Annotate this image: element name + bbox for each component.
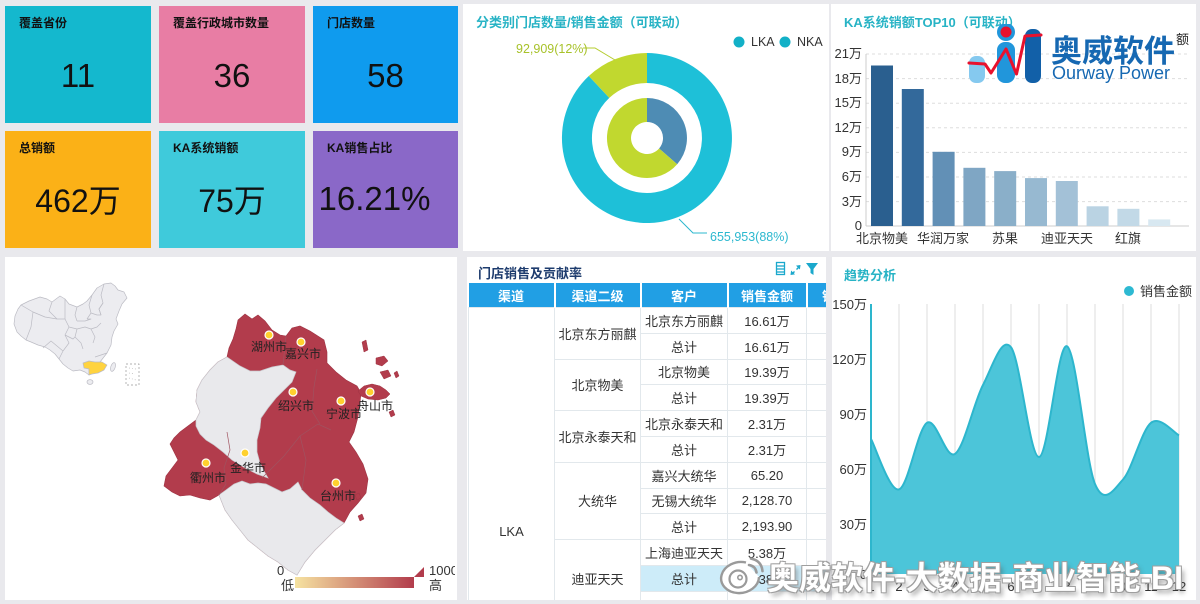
- svg-text:6万: 6万: [842, 169, 862, 184]
- svg-text:Ourway Power: Ourway Power: [1052, 63, 1170, 83]
- svg-text:苏果: 苏果: [992, 231, 1018, 246]
- svg-text:60万: 60万: [840, 462, 867, 477]
- svg-text:宁波市: 宁波市: [326, 406, 362, 421]
- svg-text:低: 低: [281, 578, 294, 593]
- svg-text:额: 额: [1176, 32, 1189, 47]
- svg-text:NKA: NKA: [797, 35, 823, 49]
- svg-text:0: 0: [860, 567, 867, 582]
- svg-text:3: 3: [923, 579, 930, 594]
- svg-text:金华市: 金华市: [230, 460, 266, 475]
- svg-text:150万: 150万: [832, 297, 867, 312]
- svg-text:衢州市: 衢州市: [190, 470, 226, 485]
- svg-text:8: 8: [1063, 579, 1070, 594]
- svg-text:湖州市: 湖州市: [251, 339, 287, 354]
- svg-text:10: 10: [1116, 579, 1130, 594]
- svg-text:高: 高: [429, 578, 442, 593]
- svg-text:6: 6: [1007, 579, 1014, 594]
- svg-text:奥威软件: 奥威软件: [1051, 34, 1175, 69]
- svg-text:舟山市: 舟山市: [357, 398, 393, 413]
- svg-text:15万: 15万: [835, 95, 862, 110]
- svg-text:5: 5: [979, 579, 986, 594]
- svg-text:9万: 9万: [842, 144, 862, 159]
- svg-text:90万: 90万: [840, 407, 867, 422]
- svg-text:7: 7: [1035, 579, 1042, 594]
- svg-text:迪亚天天: 迪亚天天: [1041, 231, 1093, 246]
- svg-text:92,909(12%): 92,909(12%): [516, 42, 588, 56]
- svg-text:30万: 30万: [840, 517, 867, 532]
- svg-text:红旗: 红旗: [1115, 231, 1141, 246]
- svg-text:3万: 3万: [842, 194, 862, 209]
- svg-text:18万: 18万: [835, 71, 862, 86]
- svg-text:2: 2: [895, 579, 902, 594]
- svg-text:12: 12: [1172, 579, 1186, 594]
- svg-text:655,953(88%): 655,953(88%): [710, 230, 789, 244]
- svg-text:绍兴市: 绍兴市: [278, 398, 314, 413]
- svg-text:11: 11: [1144, 579, 1158, 594]
- svg-text:1: 1: [867, 579, 874, 594]
- svg-text:LKA: LKA: [751, 35, 775, 49]
- svg-text:4: 4: [951, 579, 958, 594]
- svg-text:嘉兴市: 嘉兴市: [285, 346, 321, 361]
- svg-text:120万: 120万: [832, 352, 867, 367]
- svg-text:9: 9: [1091, 579, 1098, 594]
- svg-text:12万: 12万: [835, 120, 862, 135]
- svg-text:台州市: 台州市: [320, 488, 356, 503]
- svg-text:21万: 21万: [835, 46, 862, 61]
- svg-text:0: 0: [855, 218, 862, 233]
- svg-text:0: 0: [277, 563, 284, 578]
- svg-text:华润万家: 华润万家: [917, 231, 969, 246]
- svg-text:销售金额: 销售金额: [1140, 284, 1192, 299]
- svg-text:1000: 1000: [429, 563, 455, 578]
- svg-text:北京物美: 北京物美: [856, 231, 908, 246]
